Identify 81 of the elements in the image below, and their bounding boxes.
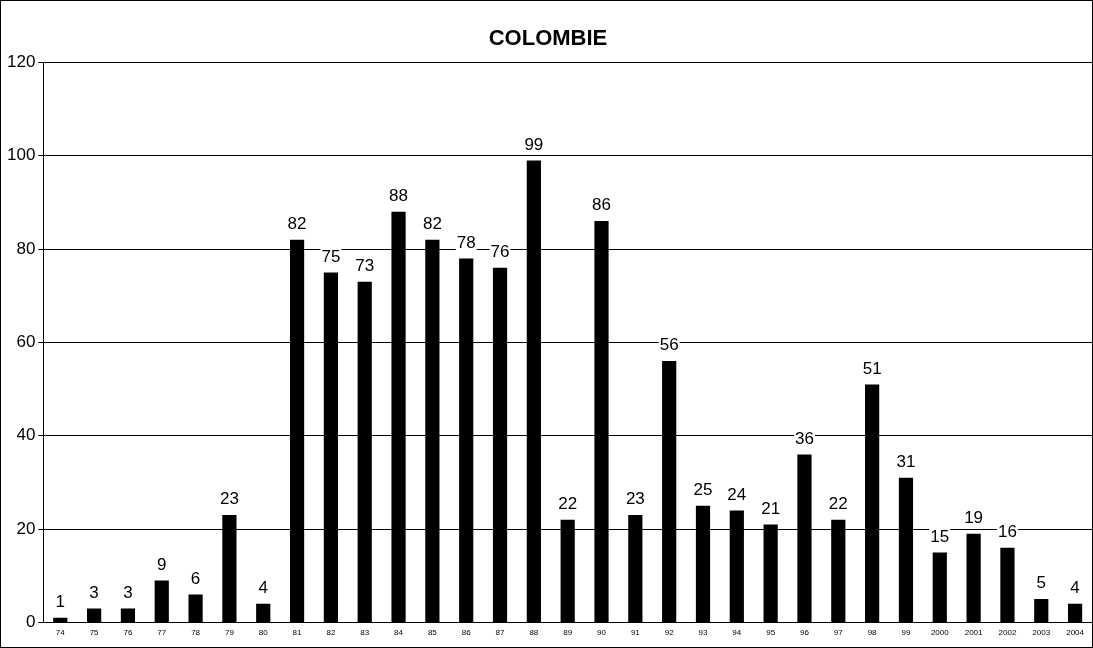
x-tick-label: 88	[529, 628, 539, 638]
data-label: 19	[964, 507, 984, 527]
x-tick-label: 96	[800, 628, 810, 638]
bar	[256, 603, 271, 622]
x-tick-label: 84	[394, 628, 404, 638]
x-tick-label: 98	[867, 628, 878, 638]
y-tick-label: 120	[6, 52, 36, 72]
data-label: 3	[89, 582, 99, 602]
x-tick-label: 94	[732, 628, 742, 638]
x-tick-label: 2001	[964, 628, 984, 638]
data-label: 99	[524, 134, 544, 154]
bar	[53, 617, 68, 622]
bar	[1000, 547, 1015, 622]
data-label: 16	[997, 521, 1017, 541]
data-label: 6	[190, 568, 201, 588]
data-label: 82	[422, 213, 442, 233]
data-label: 88	[389, 185, 409, 205]
bar	[87, 608, 102, 622]
bar	[1034, 599, 1049, 622]
data-label: 22	[828, 493, 848, 513]
data-label: 1	[55, 591, 66, 611]
data-label: 5	[1036, 573, 1046, 593]
x-tick-label: 74	[55, 628, 66, 638]
bar	[966, 533, 981, 622]
data-label: 56	[659, 335, 679, 355]
data-label: 9	[157, 554, 167, 574]
x-tick-label: 86	[461, 628, 472, 638]
x-tick-label: 79	[224, 628, 235, 638]
data-label: 23	[219, 489, 239, 509]
data-label: 36	[795, 428, 814, 448]
x-tick-label: 2004	[1066, 628, 1085, 638]
data-label: 21	[761, 498, 781, 518]
x-tick-label: 91	[630, 628, 641, 638]
x-tick-label: 77	[157, 628, 167, 638]
x-tick-label: 82	[326, 628, 336, 638]
x-tick-label: 76	[123, 628, 133, 638]
x-tick-label: 2000	[930, 628, 950, 638]
x-tick-label: 80	[258, 628, 269, 638]
x-tick-label: 2003	[1032, 628, 1051, 638]
y-tick-label: 40	[16, 425, 36, 445]
x-tick-label: 85	[427, 628, 438, 638]
data-label: 25	[693, 479, 713, 499]
x-tick-label: 87	[495, 628, 506, 638]
data-label: 75	[321, 246, 341, 266]
data-label: 76	[490, 241, 510, 261]
x-tick-label: 95	[766, 628, 776, 638]
y-tick-label: 0	[25, 612, 36, 632]
bar	[1067, 603, 1083, 622]
data-label: 82	[287, 213, 307, 233]
data-label: 86	[592, 195, 611, 215]
x-tick-label: 81	[292, 628, 303, 638]
data-label: 15	[930, 526, 950, 546]
data-label: 51	[862, 358, 882, 378]
y-tick-label: 20	[16, 518, 36, 538]
y-tick-label: 100	[6, 145, 36, 165]
data-label: 22	[558, 493, 578, 513]
x-tick-label: 75	[89, 628, 100, 638]
bar	[120, 608, 136, 622]
x-tick-label: 78	[191, 628, 201, 638]
x-tick-label: 90	[597, 628, 607, 638]
data-label: 4	[258, 577, 268, 597]
data-label: 31	[896, 451, 916, 471]
bar	[932, 552, 947, 622]
x-tick-label: 93	[698, 628, 708, 638]
data-label: 78	[456, 232, 476, 252]
bar	[188, 594, 203, 622]
data-label: 4	[1070, 577, 1080, 597]
x-tick-label: 83	[360, 628, 370, 638]
x-tick-label: 99	[901, 628, 911, 638]
chart-title: COLOMBIE	[488, 25, 608, 51]
data-label: 3	[123, 582, 133, 602]
data-label: 24	[727, 484, 747, 504]
x-tick-label: 2002	[998, 628, 1017, 638]
data-label: 73	[355, 255, 375, 275]
x-tick-label: 97	[833, 628, 844, 638]
bar	[154, 580, 169, 622]
y-tick-label: 80	[16, 238, 36, 258]
x-tick-label: 89	[563, 628, 573, 638]
data-label: 23	[625, 489, 645, 509]
x-tick-label: 92	[664, 628, 675, 638]
y-tick-label: 60	[16, 332, 36, 352]
